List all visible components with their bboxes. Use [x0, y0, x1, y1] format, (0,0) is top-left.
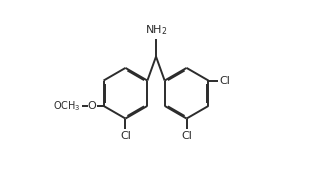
Text: Cl: Cl	[181, 131, 192, 141]
Text: Cl: Cl	[120, 131, 131, 141]
Text: Cl: Cl	[220, 76, 231, 86]
Text: O: O	[88, 101, 96, 111]
Text: OCH$_3$: OCH$_3$	[53, 99, 81, 113]
Text: NH$_2$: NH$_2$	[145, 24, 167, 37]
